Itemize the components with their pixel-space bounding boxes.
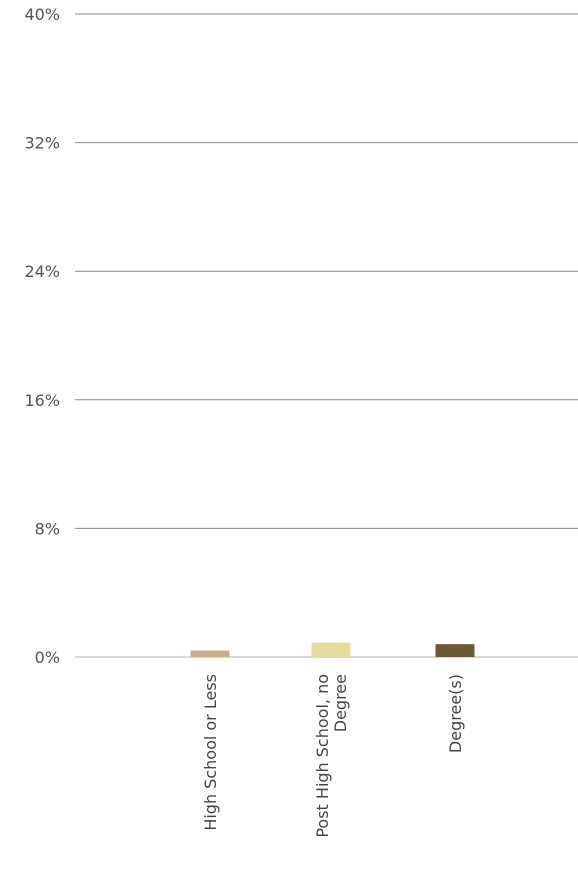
- y-tick-label: 8%: [35, 519, 60, 538]
- x-category-label-line: High School or Less: [201, 674, 220, 831]
- bar: [311, 642, 351, 657]
- x-category-label: High School or Less: [201, 674, 220, 831]
- bar: [435, 644, 475, 657]
- y-axis-tick-labels: 0% 8% 16% 24% 32% 40%: [24, 5, 60, 667]
- bar: [190, 650, 230, 657]
- gridlines: [75, 13, 578, 658]
- x-category-label: Post High School, no Degree: [313, 674, 350, 838]
- x-category-label: Degree(s): [446, 674, 465, 753]
- y-tick-label: 0%: [35, 648, 60, 667]
- y-tick-label: 24%: [24, 262, 60, 281]
- bars: [190, 642, 475, 657]
- x-axis-category-labels: High School or Less Post High School, no D…: [201, 674, 465, 838]
- x-category-label-line: Degree: [331, 674, 350, 732]
- y-tick-label: 16%: [24, 391, 60, 410]
- x-category-label-line: Post High School, no: [313, 674, 332, 838]
- y-tick-label: 32%: [24, 134, 60, 153]
- x-category-label-line: Degree(s): [446, 674, 465, 753]
- y-tick-label: 40%: [24, 5, 60, 24]
